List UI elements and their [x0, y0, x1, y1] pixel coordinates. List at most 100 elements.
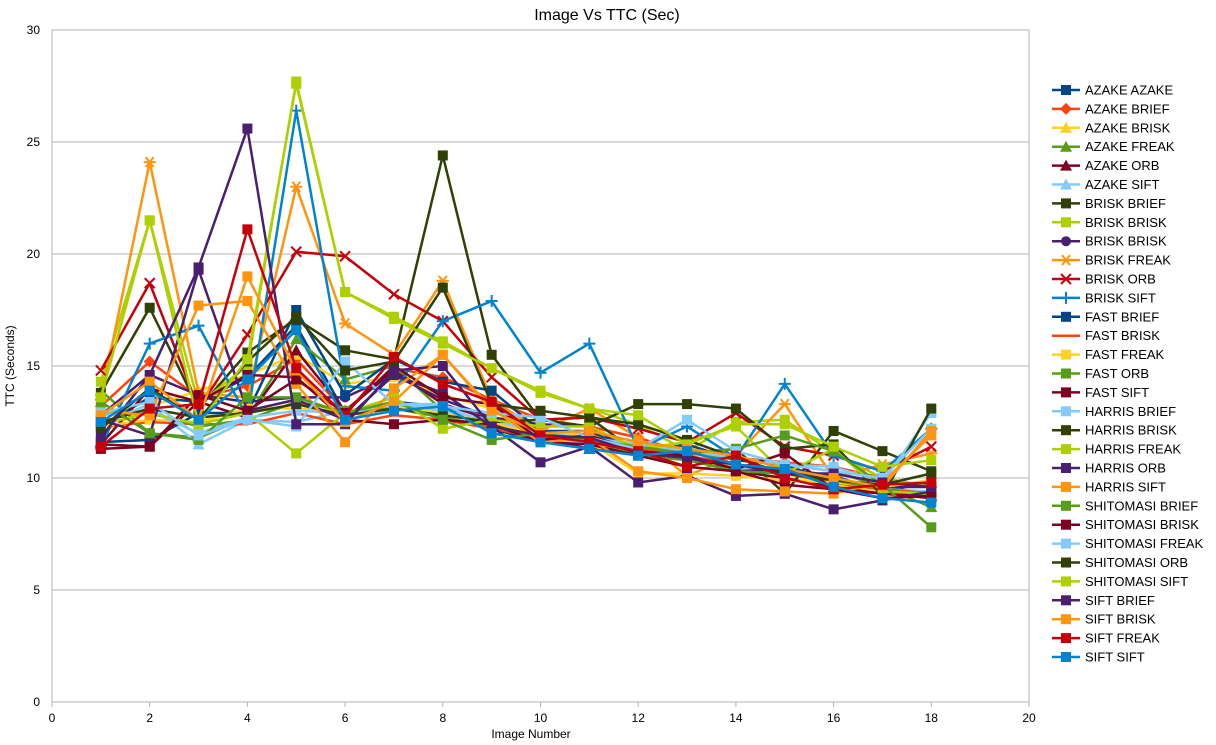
data-point [584, 437, 595, 448]
data-point [242, 224, 253, 235]
data-point [340, 345, 351, 356]
legend-marker [1061, 614, 1071, 625]
x-tick-label: 14 [729, 711, 743, 725]
data-point [290, 181, 303, 193]
data-point [682, 452, 693, 463]
data-point [143, 156, 156, 168]
data-point [291, 325, 302, 336]
legend-marker [1061, 198, 1071, 209]
data-point [242, 405, 253, 416]
data-point [584, 443, 595, 454]
data-point [437, 282, 448, 293]
data-point [485, 371, 498, 383]
data-point [291, 78, 302, 89]
data-point [193, 414, 204, 425]
data-point [877, 479, 888, 490]
legend-label: AZAKE BRIEF [1085, 101, 1170, 116]
legend-label: FAST ORB [1085, 366, 1149, 381]
legend-entry: HARRIS ORB [1052, 461, 1166, 476]
legend-entry: HARRIS FREAK [1052, 442, 1181, 457]
legend-label: BRISK BRIEF [1085, 196, 1166, 211]
x-tick-label: 16 [827, 711, 841, 725]
legend-marker [1061, 368, 1071, 379]
series-line [100, 275, 933, 489]
data-point [388, 419, 399, 430]
data-point [339, 250, 351, 262]
legend-marker [1061, 481, 1071, 492]
x-tick-label: 0 [49, 711, 56, 725]
legend-entry: BRISK BRISK [1052, 234, 1167, 249]
data-point [633, 419, 644, 430]
legend-label: SHITOMASI ORB [1085, 555, 1188, 570]
legend-entry: FAST BRISK [1052, 328, 1160, 343]
data-point [95, 432, 106, 443]
y-axis-label: TTC (Seconds) [3, 325, 17, 406]
data-point [291, 405, 302, 416]
data-point [633, 437, 644, 448]
data-point [242, 123, 253, 134]
data-point [193, 262, 204, 273]
series-line [100, 328, 932, 504]
legend-marker [1061, 595, 1071, 606]
legend-marker [1061, 236, 1071, 247]
data-point [584, 425, 595, 436]
legend-marker [1061, 311, 1071, 322]
x-tick-label: 2 [146, 711, 153, 725]
legend-label: HARRIS FREAK [1085, 442, 1181, 457]
data-point [437, 361, 448, 371]
data-point [828, 425, 839, 436]
x-tick-label: 12 [632, 711, 646, 725]
legend-label: HARRIS SIFT [1085, 479, 1166, 494]
data-point [583, 337, 596, 350]
legend-marker [1060, 121, 1072, 133]
data-point [388, 396, 399, 407]
data-point [95, 410, 106, 421]
data-point [486, 434, 497, 445]
series-layer [94, 76, 938, 533]
data-point [925, 440, 938, 453]
legend-label: AZAKE FREAK [1085, 139, 1175, 154]
data-point [730, 450, 741, 461]
series-line [100, 228, 932, 491]
legend-entry: SHITOMASI SIFT [1052, 574, 1188, 589]
legend-entry: SIFT SIFT [1052, 650, 1145, 665]
data-point [291, 311, 302, 322]
legend-marker [1061, 444, 1071, 455]
data-point [291, 392, 302, 403]
data-point [486, 414, 497, 425]
legend-label: BRISK BRISK [1085, 234, 1167, 249]
data-point [340, 414, 351, 425]
data-point [339, 317, 352, 330]
data-point [242, 296, 253, 307]
legend-entry: AZAKE BRIEF [1052, 101, 1170, 116]
data-point [437, 401, 448, 412]
data-point [633, 399, 644, 410]
data-point [682, 414, 693, 425]
x-axis-label: Image Number [491, 727, 570, 741]
data-point [486, 421, 497, 432]
y-tick-label: 25 [27, 135, 41, 149]
data-point [730, 459, 741, 470]
data-point [144, 403, 155, 414]
legend-entry: BRISK BRISK [1052, 215, 1167, 230]
data-point [682, 399, 693, 410]
data-point [486, 385, 497, 396]
legend: AZAKE AZAKE AZAKE BRIEF AZAKE BRISK AZAKE F… [1052, 83, 1204, 665]
data-point [340, 287, 351, 298]
data-point [682, 473, 693, 483]
data-point [193, 430, 204, 441]
legend-marker [1060, 140, 1072, 152]
legend-entry: AZAKE SIFT [1052, 177, 1159, 192]
data-point [778, 398, 791, 410]
data-point [779, 419, 790, 430]
legend-label: HARRIS BRIEF [1085, 404, 1176, 419]
data-point [95, 441, 106, 452]
y-tick-label: 20 [27, 247, 41, 261]
legend-label: HARRIS BRISK [1085, 423, 1177, 438]
legend-marker [1061, 217, 1071, 228]
y-axis-ticks: 0 5 10 15 20 25 30 [27, 23, 41, 709]
data-point [95, 392, 106, 403]
data-point [95, 417, 106, 427]
data-point [242, 271, 253, 282]
